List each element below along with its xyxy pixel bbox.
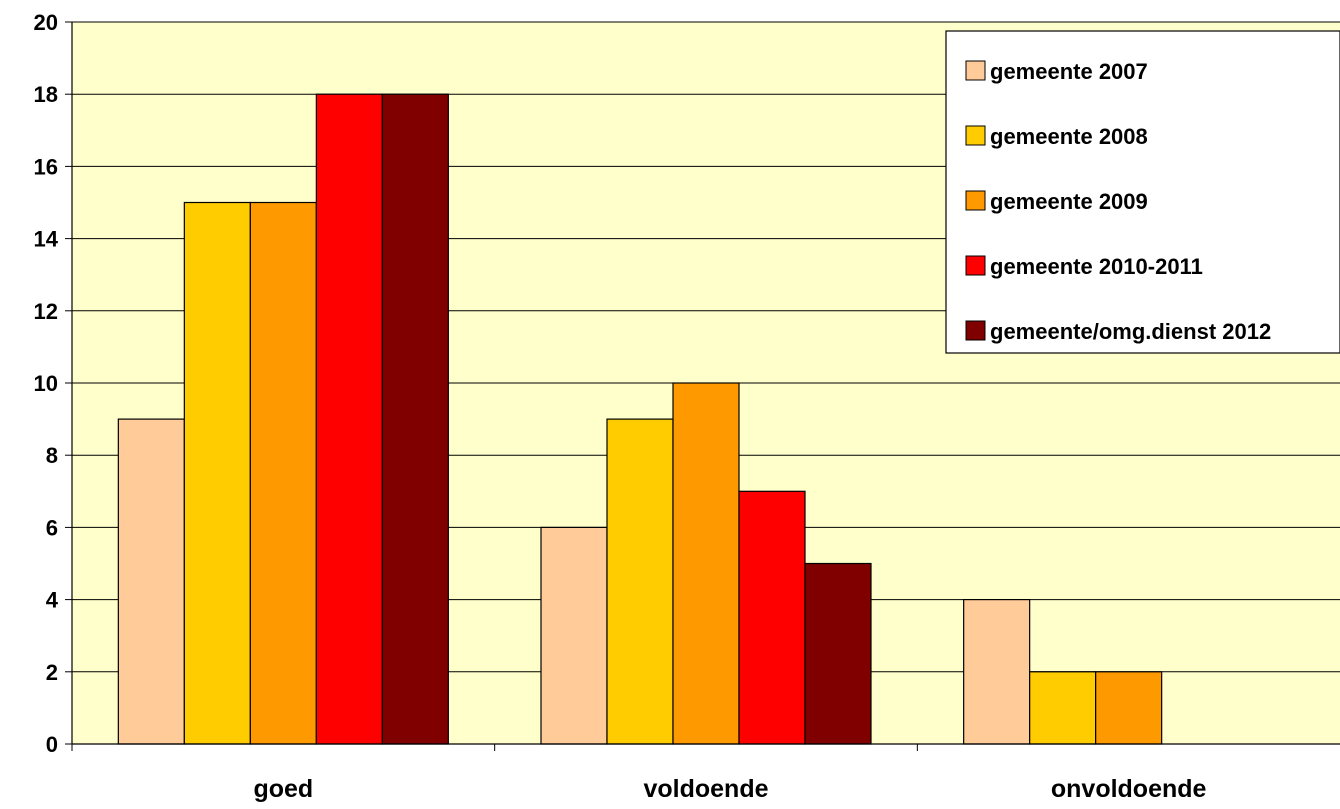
bar — [315, 93, 383, 745]
legend-box — [945, 30, 1340, 354]
legend-swatch — [965, 190, 986, 211]
legend-label: gemeente 2008 — [990, 124, 1148, 149]
bar — [540, 526, 608, 745]
bars — [117, 93, 1163, 745]
y-tick-label: 18 — [34, 82, 58, 107]
legend: gemeente 2007 gemeente 2008 gemeente 2009 g… — [945, 30, 1340, 354]
y-tick-label: 20 — [34, 10, 58, 35]
y-tick-label: 8 — [46, 443, 58, 468]
legend-swatch — [965, 255, 986, 276]
bar — [1029, 671, 1097, 745]
y-tick-label: 0 — [46, 732, 58, 757]
x-category-label: goed — [253, 775, 313, 803]
y-tick-label: 16 — [34, 154, 58, 179]
bar — [672, 382, 740, 745]
legend-swatch — [965, 320, 986, 341]
x-category-label: voldoende — [643, 775, 768, 803]
legend-label: gemeente/omg.dienst 2012 — [990, 319, 1271, 344]
legend-swatch — [965, 125, 986, 146]
y-tick-label: 14 — [34, 227, 59, 252]
bar — [117, 418, 185, 745]
axes: 0 2 4 6 8 10 12 14 16 18 20 goed voldoende onvoldoend… — [34, 10, 1340, 803]
x-category-label: onvoldoende — [1051, 775, 1207, 803]
bar — [804, 562, 872, 745]
bar — [249, 201, 317, 745]
bar — [606, 418, 674, 745]
y-tick-label: 12 — [34, 299, 58, 324]
bar — [183, 201, 251, 745]
bar — [381, 93, 449, 745]
bar — [1095, 671, 1163, 745]
y-tick-label: 4 — [46, 588, 59, 613]
y-tick-label: 2 — [46, 660, 58, 685]
y-tick-label: 6 — [46, 515, 58, 540]
legend-label: gemeente 2010-2011 — [990, 254, 1203, 279]
bar — [738, 490, 806, 745]
legend-label: gemeente 2009 — [990, 189, 1148, 214]
y-tick-label: 10 — [34, 371, 58, 396]
legend-swatch — [965, 60, 986, 81]
legend-label: gemeente 2007 — [990, 59, 1148, 84]
bar — [963, 598, 1031, 745]
